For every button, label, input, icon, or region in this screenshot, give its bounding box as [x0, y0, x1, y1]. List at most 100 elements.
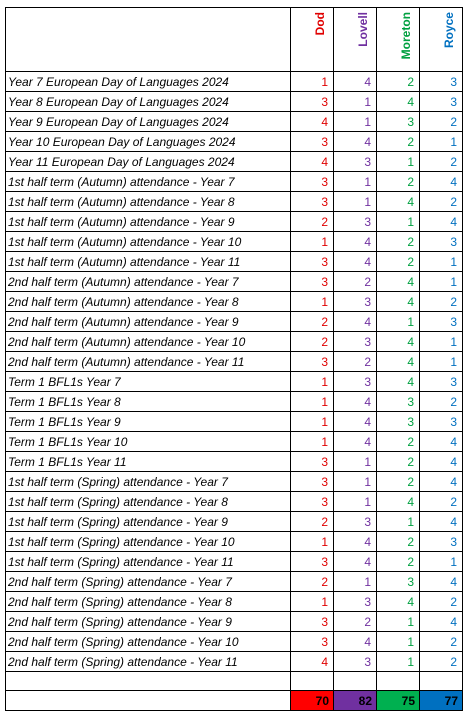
score-cell-royce[interactable]: 3	[419, 311, 463, 332]
score-cell-dod[interactable]: 3	[290, 351, 334, 372]
score-cell-dod[interactable]: 1	[290, 591, 334, 612]
score-cell-lovell[interactable]: 4	[333, 251, 377, 272]
score-cell-royce[interactable]: 4	[419, 431, 463, 452]
house-header-lovell[interactable]: Lovell	[333, 7, 377, 72]
score-cell-dod[interactable]: 3	[290, 471, 334, 492]
score-cell-dod[interactable]: 1	[290, 291, 334, 312]
row-label-cell[interactable]: 2nd half term (Autumn) attendance - Year…	[5, 331, 291, 352]
score-cell-royce[interactable]: 4	[419, 571, 463, 592]
score-cell-royce[interactable]: 3	[419, 531, 463, 552]
score-cell-moreton[interactable]: 1	[376, 151, 420, 172]
score-cell-dod[interactable]: 1	[290, 371, 334, 392]
row-label-cell[interactable]: 2nd half term (Autumn) attendance - Year…	[5, 351, 291, 372]
score-cell-dod[interactable]: 1	[290, 431, 334, 452]
score-cell-royce[interactable]: 2	[419, 651, 463, 672]
row-label-cell[interactable]: 1st half term (Spring) attendance - Year…	[5, 511, 291, 532]
row-label-cell[interactable]: 2nd half term (Spring) attendance - Year…	[5, 591, 291, 612]
house-header-moreton[interactable]: Moreton	[376, 7, 420, 72]
score-cell-lovell[interactable]: 3	[333, 651, 377, 672]
score-cell-royce[interactable]: 4	[419, 211, 463, 232]
row-label-cell[interactable]: 2nd half term (Spring) attendance - Year…	[5, 571, 291, 592]
header-corner-cell[interactable]	[5, 7, 291, 72]
row-label-cell[interactable]: Term 1 BFL1s Year 10	[5, 431, 291, 452]
score-cell-royce[interactable]: 1	[419, 271, 463, 292]
score-cell-lovell[interactable]: 4	[333, 631, 377, 652]
score-cell-dod[interactable]: 3	[290, 171, 334, 192]
row-label-cell[interactable]: Year 11 European Day of Languages 2024	[5, 151, 291, 172]
score-cell-dod[interactable]: 4	[290, 151, 334, 172]
score-cell-moreton[interactable]: 2	[376, 231, 420, 252]
score-cell-dod[interactable]: 4	[290, 651, 334, 672]
score-cell-royce[interactable]: 4	[419, 471, 463, 492]
score-cell-royce[interactable]: 2	[419, 631, 463, 652]
row-label-cell[interactable]: Year 7 European Day of Languages 2024	[5, 71, 291, 92]
score-cell-lovell[interactable]: 4	[333, 231, 377, 252]
score-cell-lovell[interactable]: 3	[333, 151, 377, 172]
score-cell-lovell[interactable]: 1	[333, 171, 377, 192]
score-cell-dod[interactable]: 3	[290, 91, 334, 112]
empty-cell[interactable]	[290, 671, 334, 691]
score-cell-dod[interactable]: 2	[290, 211, 334, 232]
score-cell-lovell[interactable]: 3	[333, 211, 377, 232]
score-cell-royce[interactable]: 2	[419, 591, 463, 612]
total-cell-moreton[interactable]: 75	[376, 690, 420, 711]
score-cell-lovell[interactable]: 4	[333, 391, 377, 412]
row-label-cell[interactable]: 1st half term (Spring) attendance - Year…	[5, 491, 291, 512]
score-cell-moreton[interactable]: 3	[376, 571, 420, 592]
score-cell-lovell[interactable]: 4	[333, 311, 377, 332]
score-cell-lovell[interactable]: 1	[333, 471, 377, 492]
row-label-cell[interactable]: 2nd half term (Autumn) attendance - Year…	[5, 311, 291, 332]
empty-cell[interactable]	[5, 671, 291, 691]
total-cell-lovell[interactable]: 82	[333, 690, 377, 711]
score-cell-lovell[interactable]: 1	[333, 91, 377, 112]
score-cell-lovell[interactable]: 4	[333, 431, 377, 452]
row-label-cell[interactable]: 1st half term (Autumn) attendance - Year…	[5, 171, 291, 192]
score-cell-lovell[interactable]: 4	[333, 71, 377, 92]
score-cell-lovell[interactable]: 3	[333, 511, 377, 532]
total-cell-royce[interactable]: 77	[419, 690, 463, 711]
score-cell-moreton[interactable]: 2	[376, 471, 420, 492]
score-cell-lovell[interactable]: 1	[333, 451, 377, 472]
row-label-cell[interactable]: 1st half term (Spring) attendance - Year…	[5, 471, 291, 492]
score-cell-lovell[interactable]: 4	[333, 531, 377, 552]
row-label-cell[interactable]: 1st half term (Spring) attendance - Year…	[5, 551, 291, 572]
row-label-cell[interactable]: Year 8 European Day of Languages 2024	[5, 91, 291, 112]
score-cell-moreton[interactable]: 2	[376, 171, 420, 192]
score-cell-dod[interactable]: 3	[290, 271, 334, 292]
score-cell-royce[interactable]: 2	[419, 111, 463, 132]
score-cell-royce[interactable]: 1	[419, 131, 463, 152]
score-cell-royce[interactable]: 1	[419, 551, 463, 572]
score-cell-royce[interactable]: 4	[419, 611, 463, 632]
score-cell-moreton[interactable]: 4	[376, 331, 420, 352]
score-cell-lovell[interactable]: 4	[333, 131, 377, 152]
score-cell-moreton[interactable]: 1	[376, 311, 420, 332]
score-cell-dod[interactable]: 1	[290, 411, 334, 432]
score-cell-royce[interactable]: 1	[419, 351, 463, 372]
score-cell-lovell[interactable]: 3	[333, 291, 377, 312]
row-label-cell[interactable]: 1st half term (Autumn) attendance - Year…	[5, 191, 291, 212]
score-cell-royce[interactable]: 3	[419, 91, 463, 112]
score-cell-royce[interactable]: 4	[419, 511, 463, 532]
row-label-cell[interactable]: Year 10 European Day of Languages 2024	[5, 131, 291, 152]
score-cell-dod[interactable]: 2	[290, 511, 334, 532]
score-cell-moreton[interactable]: 3	[376, 411, 420, 432]
score-cell-dod[interactable]: 4	[290, 111, 334, 132]
score-cell-royce[interactable]: 2	[419, 491, 463, 512]
score-cell-dod[interactable]: 3	[290, 491, 334, 512]
score-cell-moreton[interactable]: 4	[376, 491, 420, 512]
score-cell-lovell[interactable]: 1	[333, 491, 377, 512]
score-cell-moreton[interactable]: 2	[376, 71, 420, 92]
score-cell-moreton[interactable]: 3	[376, 391, 420, 412]
score-cell-royce[interactable]: 4	[419, 451, 463, 472]
score-cell-dod[interactable]: 1	[290, 71, 334, 92]
score-cell-moreton[interactable]: 2	[376, 431, 420, 452]
house-header-dod[interactable]: Dod	[290, 7, 334, 72]
row-label-cell[interactable]: Term 1 BFL1s Year 8	[5, 391, 291, 412]
score-cell-royce[interactable]: 3	[419, 231, 463, 252]
row-label-cell[interactable]: 1st half term (Autumn) attendance - Year…	[5, 211, 291, 232]
score-cell-moreton[interactable]: 1	[376, 611, 420, 632]
score-cell-dod[interactable]: 3	[290, 451, 334, 472]
row-label-cell[interactable]: 1st half term (Spring) attendance - Year…	[5, 531, 291, 552]
score-cell-lovell[interactable]: 4	[333, 551, 377, 572]
score-cell-lovell[interactable]: 1	[333, 191, 377, 212]
